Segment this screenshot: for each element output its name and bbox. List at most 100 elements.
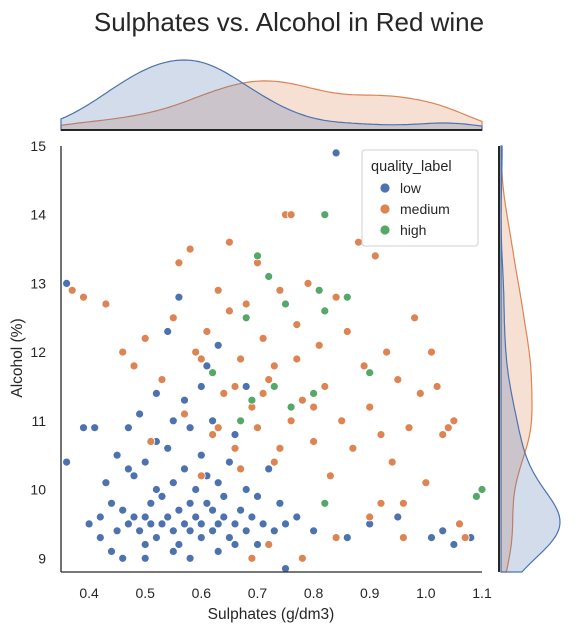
point-low: [230, 430, 240, 440]
kde-top-medium: [60, 80, 483, 131]
kde-right-low: [500, 145, 561, 573]
point-medium: [365, 402, 375, 412]
point-medium: [337, 416, 347, 426]
point-medium: [264, 375, 274, 385]
point-medium: [185, 244, 195, 254]
point-medium: [427, 347, 436, 357]
point-low: [79, 423, 88, 433]
point-low: [264, 464, 274, 474]
point-low: [151, 485, 161, 494]
x-tick-label: 0.7: [248, 585, 268, 601]
point-medium: [286, 210, 296, 220]
legend-label-high: high: [400, 222, 426, 238]
point-low: [292, 512, 302, 522]
point-low: [163, 443, 173, 453]
point-medium: [410, 313, 420, 323]
point-medium: [213, 285, 223, 295]
point-medium: [359, 361, 369, 371]
point-medium: [236, 464, 246, 474]
legend: quality_label low medium high: [361, 149, 479, 247]
point-high: [309, 388, 319, 398]
point-low: [191, 512, 201, 522]
point-low: [107, 547, 116, 556]
point-low: [309, 526, 319, 536]
point-low: [230, 519, 240, 529]
main-axes: [60, 129, 500, 573]
point-low: [224, 457, 234, 467]
point-low: [157, 491, 167, 501]
point-medium: [196, 354, 206, 364]
point-low: [241, 526, 251, 536]
point-high: [281, 299, 290, 309]
point-low: [151, 388, 161, 398]
point-medium: [309, 402, 319, 412]
x-tick-label: 1.0: [416, 585, 436, 601]
point-low: [157, 519, 167, 529]
x-tick-label: 0.9: [360, 585, 380, 601]
legend-marker-high: [379, 224, 391, 236]
point-medium: [264, 540, 274, 549]
point-low: [449, 540, 459, 549]
legend-label-medium: medium: [400, 201, 450, 217]
point-medium: [230, 443, 240, 453]
x-tick-label: 1.1: [472, 585, 492, 601]
point-medium: [331, 533, 341, 542]
kde-right-medium: [500, 145, 533, 573]
legend-title: quality_label: [371, 159, 452, 175]
point-low: [202, 361, 212, 371]
point-medium: [438, 430, 448, 440]
point-low: [427, 533, 436, 542]
point-medium: [224, 237, 234, 247]
x-tick-label: 0.4: [79, 585, 99, 601]
point-low: [174, 505, 184, 515]
point-medium: [101, 299, 111, 309]
point-medium: [393, 375, 403, 385]
point-medium: [79, 292, 88, 302]
point-high: [241, 313, 251, 323]
point-low: [230, 540, 240, 549]
point-high: [314, 285, 324, 295]
x-tick-label: 0.6: [192, 585, 212, 601]
point-low: [168, 547, 178, 556]
point-low: [185, 498, 195, 508]
y-tick-label: 12: [30, 344, 46, 360]
point-low: [219, 512, 229, 522]
point-low: [208, 505, 218, 515]
point-low: [185, 423, 195, 433]
point-high: [286, 402, 296, 412]
y-tick-label: 14: [30, 207, 46, 223]
point-low: [241, 485, 251, 494]
point-low: [140, 457, 150, 467]
point-medium: [398, 533, 408, 542]
legend-label-low: low: [400, 180, 422, 196]
point-high: [342, 292, 352, 302]
point-medium: [292, 320, 302, 330]
point-low: [135, 409, 145, 419]
point-low: [253, 491, 262, 501]
point-low: [331, 148, 341, 158]
point-low: [112, 526, 122, 536]
point-medium: [202, 327, 212, 336]
point-medium: [140, 333, 150, 343]
point-low: [202, 498, 212, 508]
point-medium: [415, 388, 425, 398]
point-low: [129, 471, 139, 481]
point-low: [140, 540, 150, 549]
point-low: [101, 478, 111, 488]
point-high: [247, 395, 257, 405]
point-medium: [258, 333, 268, 343]
point-low: [393, 512, 403, 522]
point-low: [123, 519, 133, 529]
y-tick-label: 9: [38, 550, 46, 566]
top-marginal-kde: [60, 59, 483, 131]
point-medium: [275, 443, 285, 453]
point-medium: [191, 347, 201, 357]
point-high: [264, 272, 274, 281]
point-medium: [421, 478, 431, 488]
point-low: [281, 519, 290, 529]
y-tick-label: 10: [30, 482, 46, 498]
point-low: [275, 498, 285, 508]
point-high: [236, 416, 246, 426]
point-medium: [224, 306, 234, 316]
point-medium: [157, 375, 167, 385]
